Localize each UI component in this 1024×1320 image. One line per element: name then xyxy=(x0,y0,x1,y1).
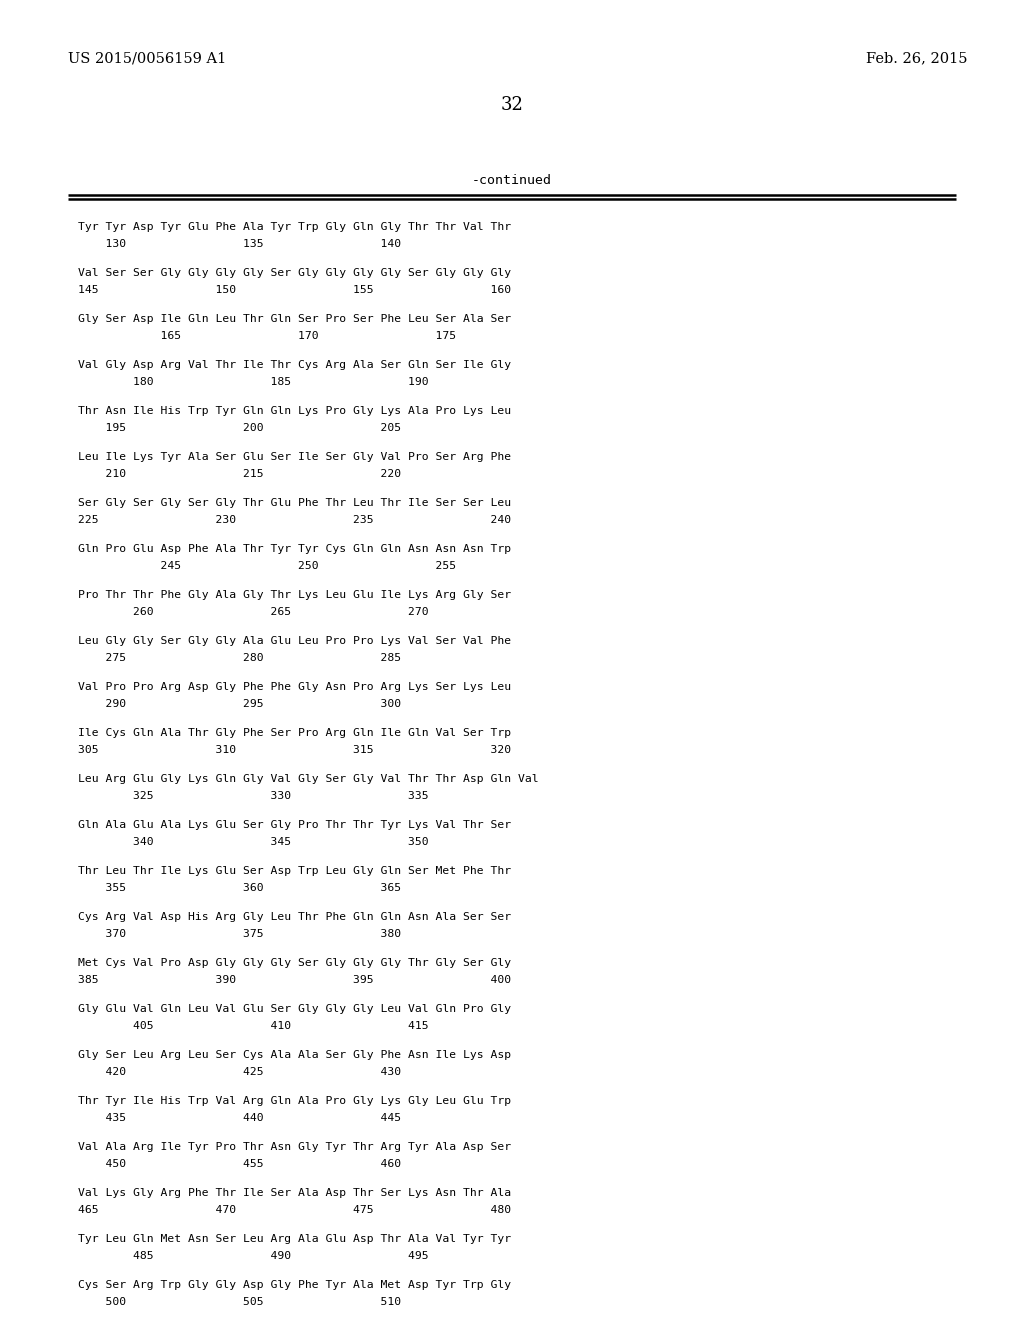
Text: 385                 390                 395                 400: 385 390 395 400 xyxy=(78,975,511,985)
Text: 165                 170                 175: 165 170 175 xyxy=(78,331,456,341)
Text: Leu Arg Glu Gly Lys Gln Gly Val Gly Ser Gly Val Thr Thr Asp Gln Val: Leu Arg Glu Gly Lys Gln Gly Val Gly Ser … xyxy=(78,774,539,784)
Text: 500                 505                 510: 500 505 510 xyxy=(78,1298,401,1307)
Text: Feb. 26, 2015: Feb. 26, 2015 xyxy=(866,51,968,65)
Text: 32: 32 xyxy=(501,96,523,114)
Text: Val Ala Arg Ile Tyr Pro Thr Asn Gly Tyr Thr Arg Tyr Ala Asp Ser: Val Ala Arg Ile Tyr Pro Thr Asn Gly Tyr … xyxy=(78,1142,511,1152)
Text: 420                 425                 430: 420 425 430 xyxy=(78,1067,401,1077)
Text: Cys Arg Val Asp His Arg Gly Leu Thr Phe Gln Gln Asn Ala Ser Ser: Cys Arg Val Asp His Arg Gly Leu Thr Phe … xyxy=(78,912,511,921)
Text: -continued: -continued xyxy=(472,173,552,186)
Text: 145                 150                 155                 160: 145 150 155 160 xyxy=(78,285,511,294)
Text: Met Cys Val Pro Asp Gly Gly Gly Ser Gly Gly Gly Thr Gly Ser Gly: Met Cys Val Pro Asp Gly Gly Gly Ser Gly … xyxy=(78,958,511,968)
Text: 180                 185                 190: 180 185 190 xyxy=(78,378,429,387)
Text: Gln Ala Glu Ala Lys Glu Ser Gly Pro Thr Thr Tyr Lys Val Thr Ser: Gln Ala Glu Ala Lys Glu Ser Gly Pro Thr … xyxy=(78,820,511,830)
Text: 370                 375                 380: 370 375 380 xyxy=(78,929,401,939)
Text: Gly Ser Asp Ile Gln Leu Thr Gln Ser Pro Ser Phe Leu Ser Ala Ser: Gly Ser Asp Ile Gln Leu Thr Gln Ser Pro … xyxy=(78,314,511,323)
Text: 275                 280                 285: 275 280 285 xyxy=(78,653,401,663)
Text: Thr Tyr Ile His Trp Val Arg Gln Ala Pro Gly Lys Gly Leu Glu Trp: Thr Tyr Ile His Trp Val Arg Gln Ala Pro … xyxy=(78,1096,511,1106)
Text: Val Gly Asp Arg Val Thr Ile Thr Cys Arg Ala Ser Gln Ser Ile Gly: Val Gly Asp Arg Val Thr Ile Thr Cys Arg … xyxy=(78,360,511,370)
Text: Val Lys Gly Arg Phe Thr Ile Ser Ala Asp Thr Ser Lys Asn Thr Ala: Val Lys Gly Arg Phe Thr Ile Ser Ala Asp … xyxy=(78,1188,511,1199)
Text: Gly Ser Leu Arg Leu Ser Cys Ala Ala Ser Gly Phe Asn Ile Lys Asp: Gly Ser Leu Arg Leu Ser Cys Ala Ala Ser … xyxy=(78,1049,511,1060)
Text: 405                 410                 415: 405 410 415 xyxy=(78,1020,429,1031)
Text: 305                 310                 315                 320: 305 310 315 320 xyxy=(78,744,511,755)
Text: 225                 230                 235                 240: 225 230 235 240 xyxy=(78,515,511,525)
Text: 485                 490                 495: 485 490 495 xyxy=(78,1251,429,1261)
Text: Ile Cys Gln Ala Thr Gly Phe Ser Pro Arg Gln Ile Gln Val Ser Trp: Ile Cys Gln Ala Thr Gly Phe Ser Pro Arg … xyxy=(78,729,511,738)
Text: Gly Glu Val Gln Leu Val Glu Ser Gly Gly Gly Leu Val Gln Pro Gly: Gly Glu Val Gln Leu Val Glu Ser Gly Gly … xyxy=(78,1005,511,1014)
Text: Cys Ser Arg Trp Gly Gly Asp Gly Phe Tyr Ala Met Asp Tyr Trp Gly: Cys Ser Arg Trp Gly Gly Asp Gly Phe Tyr … xyxy=(78,1280,511,1290)
Text: 450                 455                 460: 450 455 460 xyxy=(78,1159,401,1170)
Text: Gln Pro Glu Asp Phe Ala Thr Tyr Tyr Cys Gln Gln Asn Asn Asn Trp: Gln Pro Glu Asp Phe Ala Thr Tyr Tyr Cys … xyxy=(78,544,511,554)
Text: 290                 295                 300: 290 295 300 xyxy=(78,700,401,709)
Text: 130                 135                 140: 130 135 140 xyxy=(78,239,401,249)
Text: Leu Ile Lys Tyr Ala Ser Glu Ser Ile Ser Gly Val Pro Ser Arg Phe: Leu Ile Lys Tyr Ala Ser Glu Ser Ile Ser … xyxy=(78,451,511,462)
Text: Val Pro Pro Arg Asp Gly Phe Phe Gly Asn Pro Arg Lys Ser Lys Leu: Val Pro Pro Arg Asp Gly Phe Phe Gly Asn … xyxy=(78,682,511,692)
Text: 465                 470                 475                 480: 465 470 475 480 xyxy=(78,1205,511,1214)
Text: Pro Thr Thr Phe Gly Ala Gly Thr Lys Leu Glu Ile Lys Arg Gly Ser: Pro Thr Thr Phe Gly Ala Gly Thr Lys Leu … xyxy=(78,590,511,601)
Text: Tyr Leu Gln Met Asn Ser Leu Arg Ala Glu Asp Thr Ala Val Tyr Tyr: Tyr Leu Gln Met Asn Ser Leu Arg Ala Glu … xyxy=(78,1234,511,1243)
Text: 245                 250                 255: 245 250 255 xyxy=(78,561,456,572)
Text: 435                 440                 445: 435 440 445 xyxy=(78,1113,401,1123)
Text: 355                 360                 365: 355 360 365 xyxy=(78,883,401,894)
Text: 195                 200                 205: 195 200 205 xyxy=(78,422,401,433)
Text: 210                 215                 220: 210 215 220 xyxy=(78,469,401,479)
Text: US 2015/0056159 A1: US 2015/0056159 A1 xyxy=(68,51,226,65)
Text: Leu Gly Gly Ser Gly Gly Ala Glu Leu Pro Pro Lys Val Ser Val Phe: Leu Gly Gly Ser Gly Gly Ala Glu Leu Pro … xyxy=(78,636,511,645)
Text: Tyr Tyr Asp Tyr Glu Phe Ala Tyr Trp Gly Gln Gly Thr Thr Val Thr: Tyr Tyr Asp Tyr Glu Phe Ala Tyr Trp Gly … xyxy=(78,222,511,232)
Text: 325                 330                 335: 325 330 335 xyxy=(78,791,429,801)
Text: Ser Gly Ser Gly Ser Gly Thr Glu Phe Thr Leu Thr Ile Ser Ser Leu: Ser Gly Ser Gly Ser Gly Thr Glu Phe Thr … xyxy=(78,498,511,508)
Text: 340                 345                 350: 340 345 350 xyxy=(78,837,429,847)
Text: Thr Leu Thr Ile Lys Glu Ser Asp Trp Leu Gly Gln Ser Met Phe Thr: Thr Leu Thr Ile Lys Glu Ser Asp Trp Leu … xyxy=(78,866,511,876)
Text: Val Ser Ser Gly Gly Gly Gly Ser Gly Gly Gly Gly Ser Gly Gly Gly: Val Ser Ser Gly Gly Gly Gly Ser Gly Gly … xyxy=(78,268,511,279)
Text: Thr Asn Ile His Trp Tyr Gln Gln Lys Pro Gly Lys Ala Pro Lys Leu: Thr Asn Ile His Trp Tyr Gln Gln Lys Pro … xyxy=(78,407,511,416)
Text: 260                 265                 270: 260 265 270 xyxy=(78,607,429,616)
